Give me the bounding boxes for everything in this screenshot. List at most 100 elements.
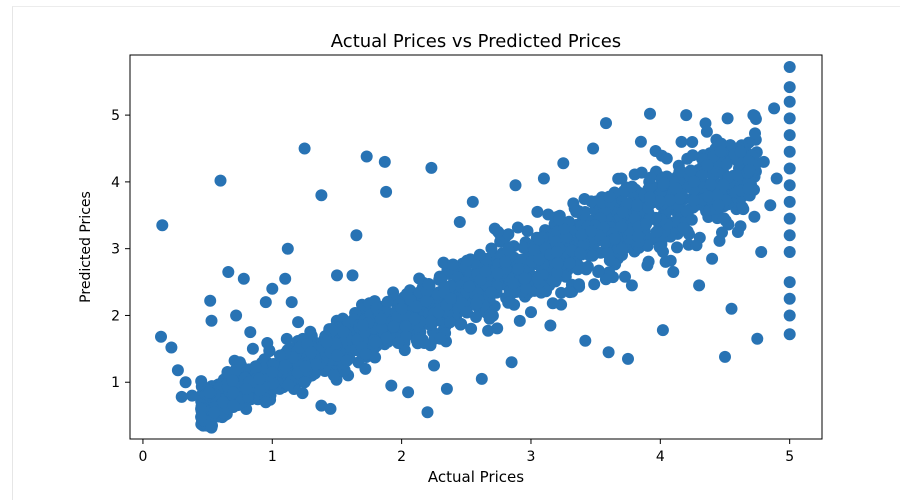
scatter-point [195, 411, 208, 423]
scatter-point [230, 309, 243, 322]
scatter-point [253, 372, 266, 385]
scatter-point [704, 178, 717, 191]
scatter-point [586, 249, 599, 262]
scatter-point [748, 210, 761, 223]
scatter-point [693, 279, 706, 292]
y-axis-ticks: 1 2 3 4 5 [111, 108, 130, 391]
scatter-point [346, 269, 359, 282]
scatter-point [742, 182, 755, 195]
scatter-point [731, 226, 744, 238]
scatter-point [266, 366, 279, 379]
scatter-point [644, 171, 657, 184]
chart-frame [12, 6, 900, 500]
scatter-point [186, 389, 199, 402]
scatter-point [714, 145, 727, 158]
scatter-point [634, 135, 647, 148]
scatter-point [244, 326, 257, 339]
scatter-point [408, 312, 421, 325]
scatter-point [783, 129, 796, 142]
scatter-point [550, 246, 563, 258]
scatter-point [601, 247, 614, 259]
scatter-point [214, 174, 227, 187]
scatter-point [783, 162, 796, 175]
scatter-point [571, 263, 584, 276]
scatter-point [281, 242, 294, 255]
scatter-point [743, 164, 756, 177]
scatter-point [783, 195, 796, 208]
scatter-point [657, 245, 669, 258]
scatter-point [179, 376, 192, 389]
scatter-point [410, 334, 423, 347]
scatter-point [657, 177, 670, 190]
scatter-point [488, 222, 501, 235]
scatter-point [573, 278, 585, 291]
scatter-point [502, 228, 515, 241]
scatter-point [465, 322, 478, 335]
scatter-point [747, 109, 760, 122]
scatter-point [274, 349, 286, 362]
scatter-point [706, 252, 719, 265]
scatter-point [413, 272, 426, 285]
scatter-point [499, 256, 512, 268]
scatter-point [485, 242, 498, 255]
scatter-point [542, 208, 555, 221]
scatter-point [686, 149, 699, 162]
scatter-point [259, 396, 272, 409]
scatter-point [222, 266, 235, 278]
x-tick-label: 2 [397, 449, 406, 465]
scatter-point [279, 272, 292, 285]
scatter-point [491, 322, 504, 335]
scatter-point [511, 221, 524, 234]
scatter-point [460, 306, 473, 319]
scatter-point [483, 312, 496, 325]
data-points [155, 61, 796, 434]
scatter-point [688, 175, 701, 188]
y-tick-label: 1 [111, 375, 120, 391]
scatter-point [563, 286, 576, 299]
scatter-point [432, 306, 445, 319]
scatter-point [518, 272, 531, 285]
scatter-point [305, 346, 318, 359]
scatter-point [644, 107, 656, 120]
x-tick-label: 1 [268, 449, 277, 465]
scatter-point [470, 297, 483, 310]
scatter-point [525, 306, 537, 319]
scatter-point [764, 199, 777, 212]
scatter-point [783, 328, 796, 341]
scatter-point [631, 199, 643, 212]
scatter-point [221, 366, 234, 378]
scatter-point [298, 142, 311, 155]
scatter-point [422, 278, 435, 290]
scatter-point [513, 314, 526, 327]
scatter-point [359, 362, 372, 375]
scatter-point [444, 316, 456, 329]
scatter-point [380, 332, 393, 344]
scatter-point [440, 382, 453, 395]
scatter-point [701, 159, 714, 171]
scatter-point [716, 226, 728, 239]
scatter-point [602, 346, 615, 359]
scatter-point [444, 292, 457, 305]
scatter-point [783, 276, 796, 289]
scatter-point [217, 396, 230, 409]
scatter-point [656, 324, 669, 337]
scatter-point [227, 386, 240, 399]
scatter-point [650, 226, 663, 238]
scatter-point [400, 330, 412, 343]
scatter-point [512, 263, 525, 275]
scatter-point [687, 194, 700, 207]
scatter-point [315, 399, 328, 412]
scatter-point [732, 169, 745, 182]
scatter-point [641, 239, 654, 252]
y-tick-label: 4 [111, 175, 120, 191]
scatter-point [641, 259, 654, 272]
scatter-point [546, 297, 559, 310]
scatter-point [482, 324, 495, 337]
y-tick-label: 3 [111, 242, 120, 258]
scatter-point [533, 253, 546, 266]
scatter-point [399, 320, 412, 333]
scatter-point [282, 379, 295, 392]
scatter-point [535, 286, 548, 299]
scatter-point [475, 372, 488, 385]
x-tick-label: 4 [656, 449, 665, 465]
